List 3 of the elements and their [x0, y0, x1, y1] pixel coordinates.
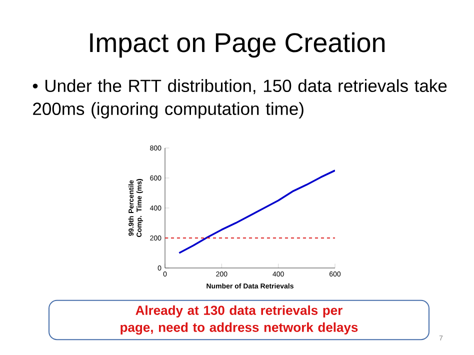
chart-subtitle: • Under the RTT distribution, 150 data retrievals take 200ms (ignoring computation time)	[32, 79, 447, 119]
text: Already at 130 data retrievals per page, need to address network delays	[120, 305, 358, 335]
chart-title: Impact on Page Creation	[90, 32, 385, 58]
